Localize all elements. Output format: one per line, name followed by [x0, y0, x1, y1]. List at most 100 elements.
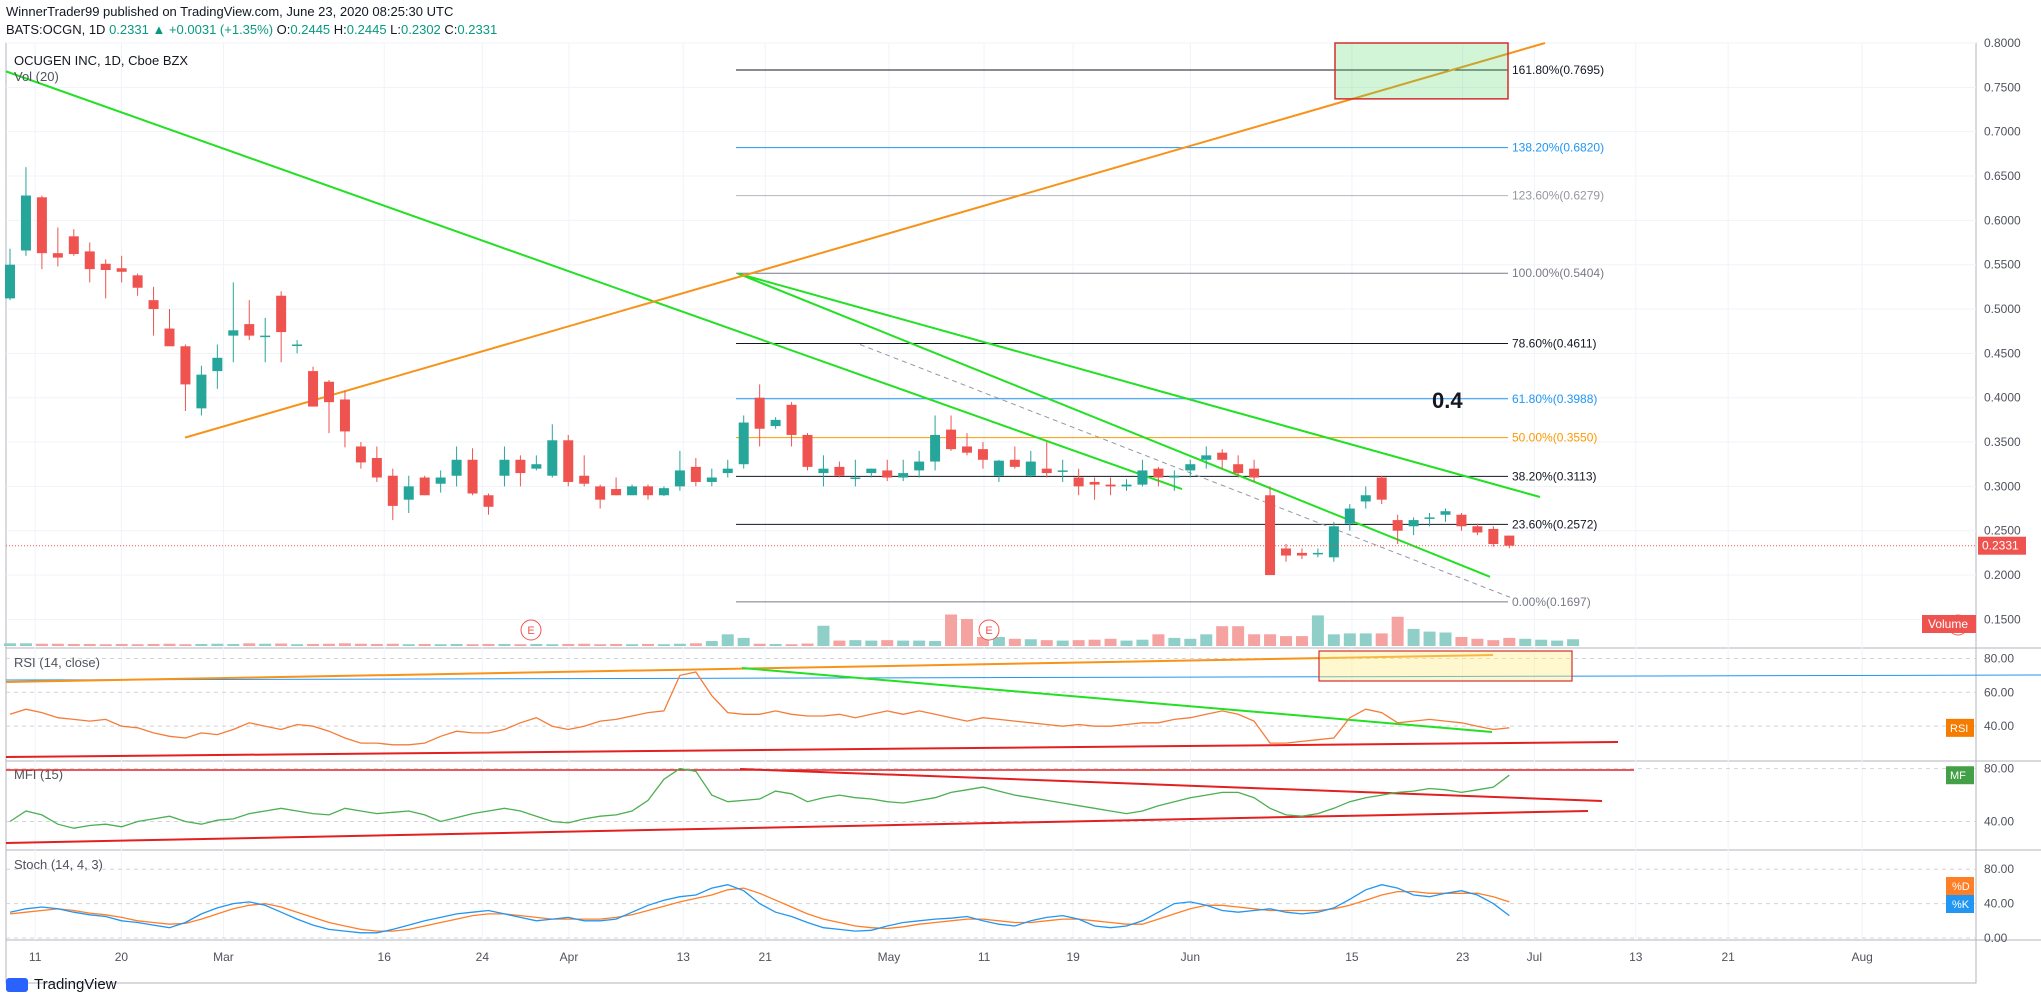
candle-body: [658, 488, 669, 496]
candle-body: [898, 473, 909, 478]
candle-body: [5, 264, 15, 299]
candle-body: [834, 466, 845, 476]
volume-bar: [1311, 615, 1324, 646]
publisher-line: WinnerTrader99 published on TradingView.…: [6, 4, 454, 19]
volume-bar: [1503, 637, 1516, 646]
chart-title: OCUGEN INC, 1D, Cboe BZX: [14, 53, 188, 68]
candle-body: [419, 477, 430, 496]
x-tick-label: May: [878, 950, 901, 964]
volume-bar: [227, 643, 240, 646]
candle-body: [467, 459, 478, 494]
symbol-line: BATS:OCGN, 1D 0.2331 ▲ +0.0031 (+1.35%) …: [6, 22, 497, 37]
candle-body: [1456, 514, 1467, 527]
rsi-highlight-box: [1318, 650, 1573, 682]
candle-body: [1312, 552, 1323, 555]
volume-bar: [4, 643, 16, 646]
volume-bar: [147, 643, 160, 646]
volume-bar: [1327, 634, 1340, 646]
earnings-marker: [978, 619, 1000, 641]
price-tick-label: 0.2500: [1984, 524, 2021, 538]
volume-bar: [578, 643, 591, 646]
volume-bar: [801, 643, 814, 646]
orange-trendline: [184, 42, 1546, 439]
mfi-tick-label: 40.00: [1984, 815, 2014, 829]
candle-body: [946, 429, 957, 450]
rsi-tick-label: 80.00: [1984, 651, 2014, 665]
volume-bar: [1295, 636, 1308, 646]
volume-bar: [83, 643, 96, 646]
fib-level-label: 61.80%(0.3988): [1512, 392, 1597, 406]
low-value: 0.2302: [401, 22, 441, 37]
candle-body: [977, 449, 988, 460]
candle-body: [435, 477, 446, 484]
rsi-blue-line: [5, 674, 2041, 681]
candle-body: [212, 357, 223, 372]
x-tick-label: 13: [677, 950, 691, 964]
candle-body: [180, 346, 191, 385]
volume-bar: [753, 643, 766, 646]
volume-bar: [338, 643, 351, 646]
volume-bar: [897, 640, 910, 646]
fib-level-label: 23.60%(0.2572): [1512, 517, 1597, 531]
stoch-title: Stoch (14, 4, 3): [14, 857, 103, 872]
x-tick-label: Aug: [1851, 950, 1872, 964]
volume-bar: [99, 644, 112, 646]
volume-bar: [1471, 638, 1484, 646]
green-trendline: [737, 272, 1491, 578]
close-value: 0.2331: [457, 22, 498, 37]
candle-body: [1169, 475, 1180, 478]
earnings-marker-label: E: [985, 625, 992, 637]
x-tick-label: 20: [115, 950, 129, 964]
volume-bar: [737, 637, 750, 646]
candle-body: [483, 495, 494, 507]
candle-body: [770, 419, 781, 427]
candle-body: [754, 397, 765, 429]
volume-bar: [1535, 639, 1548, 646]
x-tick-label: 11: [29, 950, 42, 964]
candle-body: [1376, 477, 1387, 500]
volume-bar: [642, 643, 654, 646]
price-tick-label: 0.4000: [1984, 391, 2021, 405]
candle-body: [866, 468, 877, 474]
close-label: C:: [444, 22, 458, 37]
fib-level-label: 100.00%(0.5404): [1512, 266, 1604, 280]
volume-bar: [1152, 634, 1165, 646]
volume-bar: [1136, 639, 1149, 646]
last-price: 0.2331: [109, 22, 149, 37]
x-tick-label: Jul: [1527, 950, 1542, 964]
rsi-red-trendline: [5, 741, 1619, 758]
x-tick-label: Jun: [1181, 950, 1200, 964]
candle-body: [1153, 468, 1164, 478]
price-tick-label: 0.5500: [1984, 258, 2021, 272]
tradingview-logo-icon: [6, 977, 28, 992]
stoch-tick-label: 40.00: [1984, 897, 2014, 911]
candle-body: [499, 459, 510, 476]
volume-bar: [402, 644, 415, 646]
volume-bar: [323, 643, 335, 646]
x-tick-label: 21: [1721, 950, 1735, 964]
candle-body: [260, 335, 271, 338]
volume-bar: [721, 634, 734, 646]
x-tick-label: 16: [378, 950, 392, 964]
mfi-red-trendline: [739, 768, 1603, 802]
candle-body: [339, 399, 350, 432]
volume-bar: [1359, 633, 1372, 646]
last-price-tag-label: 0.2331: [1982, 539, 2019, 553]
footer-brand: TradingView: [34, 976, 117, 993]
candle-body: [355, 446, 366, 463]
open-label: O:: [276, 22, 291, 37]
candle-body: [531, 464, 542, 469]
candle-body: [627, 486, 638, 496]
stoch-d-badge: [1946, 877, 1974, 895]
x-tick-label: 21: [759, 950, 773, 964]
candle-body: [1344, 508, 1355, 524]
volume-bar: [1184, 638, 1197, 646]
last-price-tag: [1978, 536, 2026, 555]
candle-body: [1296, 552, 1307, 556]
dashed-trendline: [859, 344, 1511, 598]
x-tick-label: Apr: [560, 950, 579, 964]
volume-bar: [354, 643, 367, 646]
volume-badge-label: Volume: [1928, 617, 1968, 631]
candle-body: [228, 330, 239, 336]
